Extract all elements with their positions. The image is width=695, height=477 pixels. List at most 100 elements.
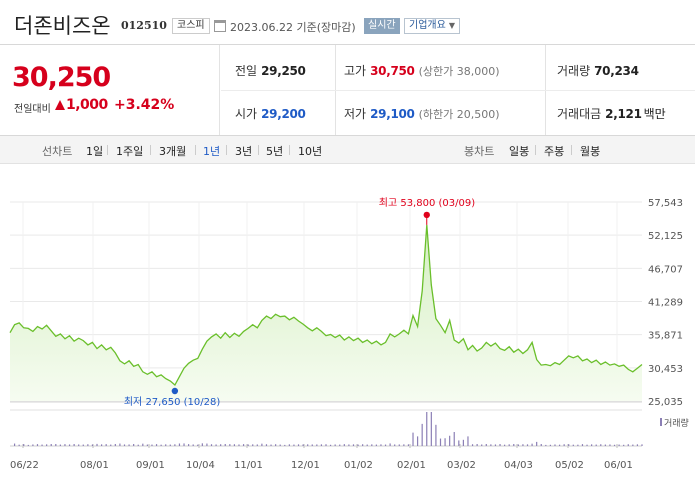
volume-legend-swatch xyxy=(660,418,662,426)
volume-bar xyxy=(55,444,57,446)
tab-10y[interactable]: 10년 xyxy=(298,145,323,158)
volume-bar xyxy=(41,444,43,446)
volume-bar xyxy=(288,444,290,446)
volume-bar xyxy=(403,444,405,446)
volume-bar xyxy=(499,444,501,446)
volume-bar xyxy=(362,444,364,446)
open-price-label: 시가 xyxy=(235,107,258,121)
tab-1y[interactable]: 1년 xyxy=(203,145,221,158)
up-triangle-icon xyxy=(55,100,65,110)
volume-bar xyxy=(453,432,455,446)
volume-bar xyxy=(279,444,281,446)
price-summary: 30,250 전일대비 1,000 +3.42% 전일 29,250 고가 30,7… xyxy=(0,44,695,136)
price-area xyxy=(10,224,642,401)
volume-bar xyxy=(87,444,89,446)
volume-bar xyxy=(586,444,588,446)
low-annotation: 최저 27,650 (10/28) xyxy=(124,396,220,408)
x-tick-label: 11/01 xyxy=(234,460,263,471)
volume-bar xyxy=(476,444,478,446)
tab-3y[interactable]: 3년 xyxy=(235,145,253,158)
volume-bar xyxy=(485,444,487,446)
volume-bar xyxy=(178,443,181,446)
tab-divider xyxy=(535,145,536,155)
volume-bar xyxy=(627,444,629,446)
tab-weekly[interactable]: 주봉 xyxy=(544,145,565,158)
open-price-value: 29,200 xyxy=(261,107,306,121)
price-chart[interactable]: 최고 53,800 (03/09) 최저 27,650 (10/28) 거래량 5… xyxy=(0,190,695,477)
volume-bar xyxy=(142,443,144,446)
price-line xyxy=(9,224,643,387)
volume-bar xyxy=(155,444,158,446)
chevron-down-icon: ▼ xyxy=(448,21,455,30)
volume-bar xyxy=(325,444,327,446)
trade-amount-unit: 백만 xyxy=(643,107,666,121)
chart-period-tabs: 선차트 1일 1주일 3개월 1년 3년 5년 10년 봉차트 일봉 주봉 월봉 xyxy=(0,136,695,164)
y-tick-label: 30,453 xyxy=(648,364,683,375)
x-tick-label: 01/02 xyxy=(344,460,373,471)
trade-amount-value: 2,121 xyxy=(605,107,642,121)
tab-monthly[interactable]: 월봉 xyxy=(580,145,601,158)
tab-5y[interactable]: 5년 xyxy=(266,145,284,158)
company-overview-dropdown[interactable]: 기업개요 ▼ xyxy=(404,18,460,34)
volume-bar xyxy=(471,444,474,446)
volume-bar xyxy=(18,444,20,446)
tab-1d[interactable]: 1일 xyxy=(86,145,104,158)
tab-divider xyxy=(150,145,151,155)
volume-bar xyxy=(416,436,419,446)
x-tick-label: 10/04 xyxy=(186,460,215,471)
volume-bar xyxy=(169,444,171,446)
volume-bar xyxy=(462,439,464,446)
low-price: 저가 29,100 (하한가 20,500) xyxy=(344,105,500,122)
volume-bar xyxy=(64,444,66,446)
volume-bar xyxy=(352,444,355,446)
volume-bar xyxy=(604,444,606,446)
x-tick-label: 03/02 xyxy=(447,460,476,471)
tab-daily[interactable]: 일봉 xyxy=(509,145,530,158)
volume-bar xyxy=(302,444,304,446)
volume-bar xyxy=(307,444,309,446)
volume-bar xyxy=(508,444,510,446)
volume-bar xyxy=(545,444,547,446)
stock-code: 012510 xyxy=(121,19,167,32)
volume-legend-label: 거래량 xyxy=(664,417,689,429)
volume-bar xyxy=(100,444,103,446)
volume-bar xyxy=(297,444,300,446)
change-rate: +3.42% xyxy=(114,97,175,113)
volume-bar xyxy=(384,444,387,446)
volume-bar xyxy=(329,444,332,446)
volume: 거래량 70,234 xyxy=(557,62,639,79)
prev-close-label: 전일 xyxy=(235,64,258,78)
volume-bar xyxy=(36,444,39,446)
volume-bar xyxy=(160,444,162,446)
tab-1w[interactable]: 1주일 xyxy=(116,145,144,158)
volume-bar xyxy=(197,444,199,446)
volume-bar xyxy=(426,412,428,446)
volume-bar xyxy=(568,444,570,446)
volume-bar xyxy=(137,444,139,446)
x-tick-label: 06/22 xyxy=(10,460,39,471)
tab-divider xyxy=(107,145,108,155)
volume-bar xyxy=(572,444,574,446)
volume-bar xyxy=(165,444,167,446)
volume-bar xyxy=(536,441,538,446)
y-tick-label: 57,543 xyxy=(648,198,683,209)
market-badge[interactable]: 코스피 xyxy=(172,18,210,34)
volume-bar xyxy=(513,444,515,446)
volume-bar xyxy=(224,444,226,446)
low-price-value: 29,100 xyxy=(370,107,415,121)
volume-bar xyxy=(13,443,16,446)
volume-bar xyxy=(242,444,245,446)
volume-bar xyxy=(398,444,400,446)
divider xyxy=(221,90,695,91)
volume-bar xyxy=(380,444,382,446)
realtime-button[interactable]: 실시간 xyxy=(364,18,400,34)
line-chart-label: 선차트 xyxy=(42,145,73,158)
volume-bar xyxy=(265,444,268,446)
tab-3m[interactable]: 3개월 xyxy=(159,145,187,158)
volume-bar xyxy=(375,444,377,446)
current-price-panel: 30,250 전일대비 1,000 +3.42% xyxy=(0,45,220,135)
volume-bar xyxy=(412,432,414,446)
volume-bar xyxy=(334,444,336,446)
change-label: 전일대비 xyxy=(14,104,51,115)
candle-chart-label: 봉차트 xyxy=(464,145,495,158)
